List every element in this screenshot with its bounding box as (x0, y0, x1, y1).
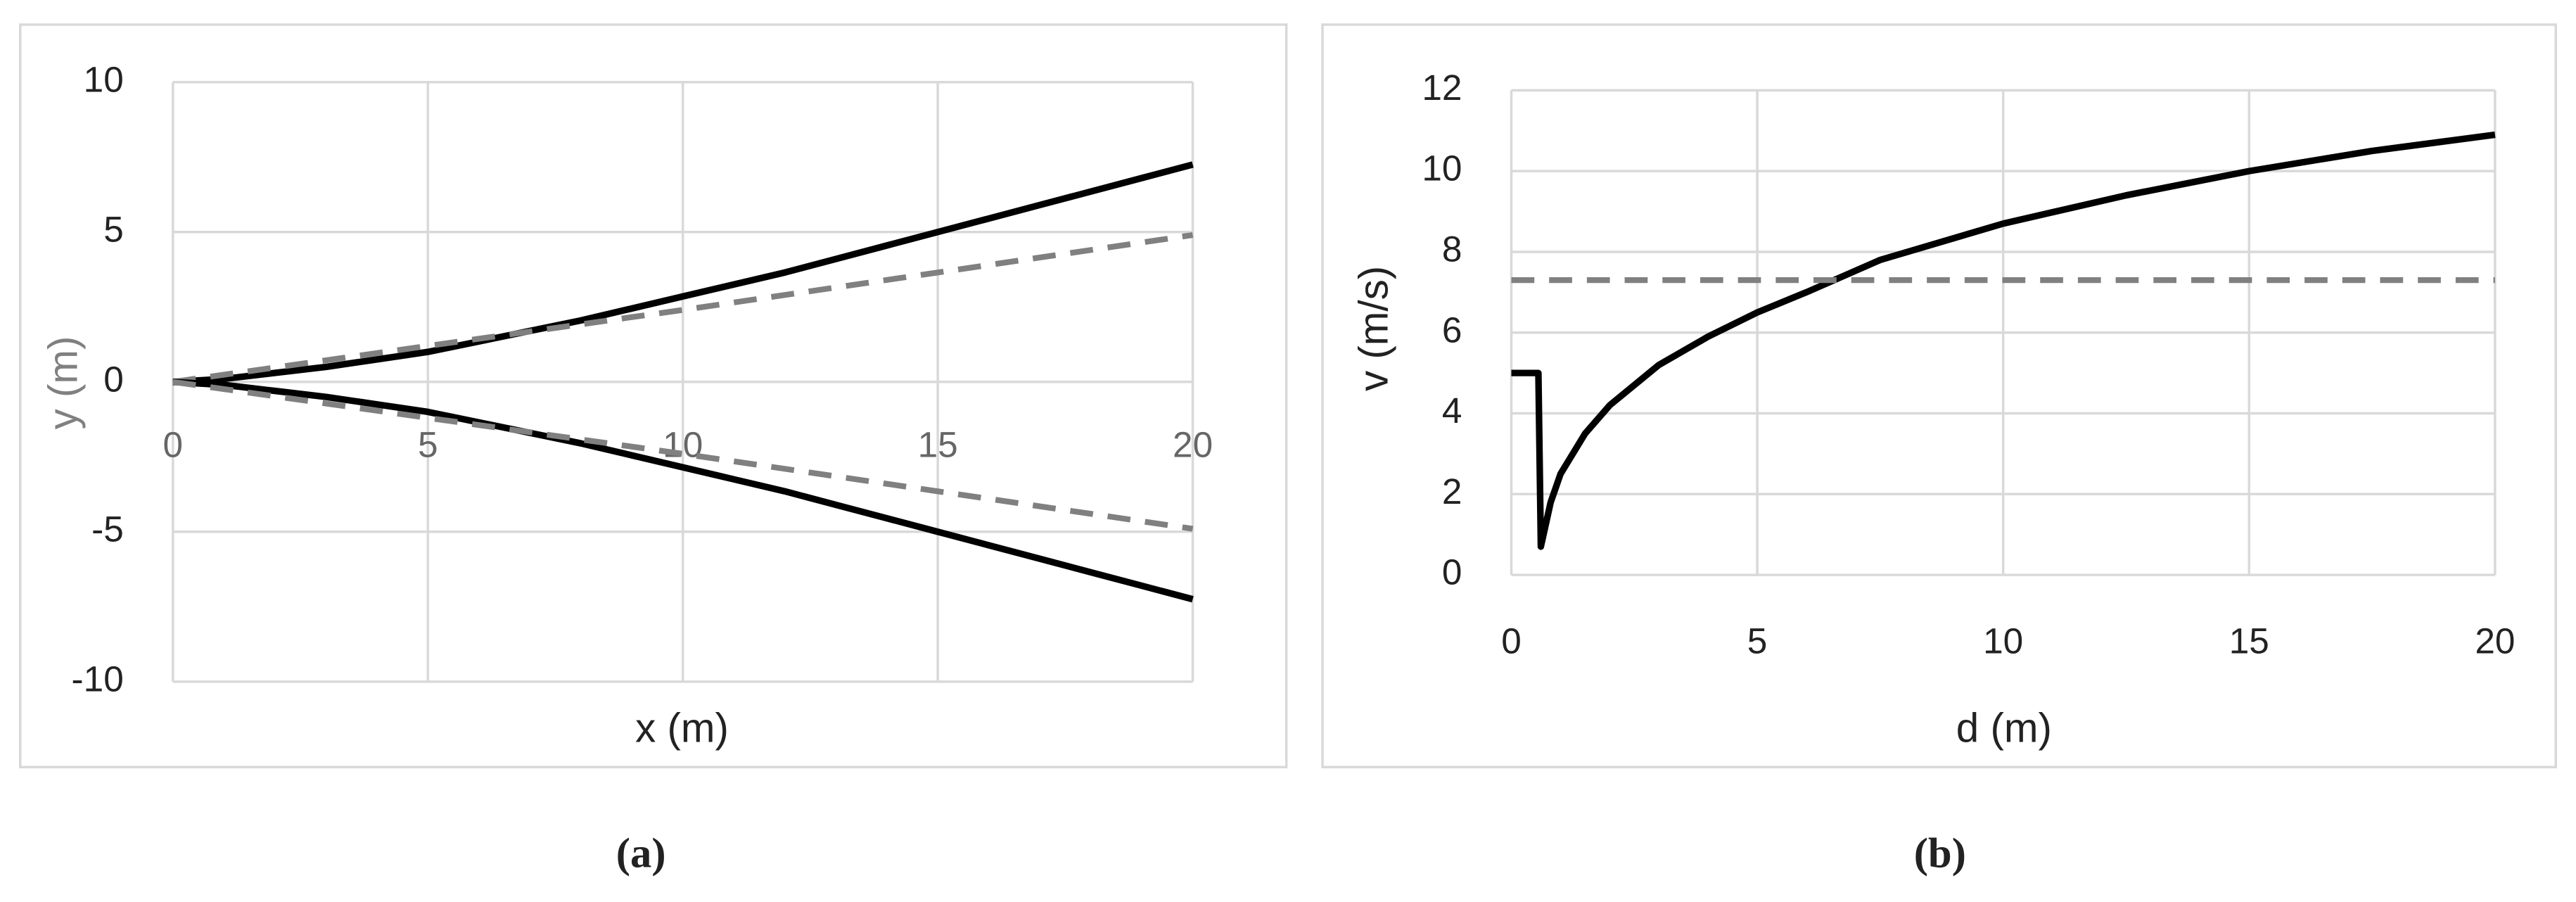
y-tick-label: -5 (91, 509, 124, 549)
x-tick-label: 0 (1501, 621, 1522, 661)
y-tick-label: 0 (1442, 552, 1462, 592)
chart-frame (1321, 23, 2558, 768)
y-tick-label: 4 (1442, 390, 1462, 431)
x-tick-label: 15 (2229, 621, 2269, 661)
x-axis-title: x (m) (635, 705, 729, 751)
x-tick-label: 10 (1983, 621, 2023, 661)
data-line (172, 231, 1194, 385)
y-tick-label: 10 (1422, 148, 1462, 189)
x-tick-label: 10 (663, 425, 703, 465)
data-line (172, 379, 1194, 603)
data-line (1511, 131, 2496, 550)
caption: (a) (616, 830, 666, 877)
data-line (172, 161, 1194, 386)
y-axis-title: y (m) (41, 336, 87, 430)
x-tick-label: 15 (918, 425, 958, 465)
chart-frame (18, 23, 1288, 768)
caption: (b) (1914, 830, 1966, 877)
y-tick-label: 2 (1442, 471, 1462, 512)
y-tick-label: 12 (1422, 68, 1462, 108)
y-tick-label: 8 (1442, 229, 1462, 269)
x-tick-label: 5 (418, 425, 438, 465)
y-tick-label: 6 (1442, 310, 1462, 350)
data-line (172, 379, 1194, 532)
x-tick-label: 0 (163, 425, 184, 465)
x-tick-label: 20 (1173, 425, 1213, 465)
y-tick-label: -10 (72, 659, 124, 699)
y-tick-label: 10 (84, 59, 124, 99)
x-tick-label: 5 (1747, 621, 1768, 661)
y-tick-label: 0 (103, 359, 124, 399)
x-tick-label: 20 (2475, 621, 2515, 661)
x-axis-title: d (m) (1956, 705, 2052, 751)
y-axis-title: v (m/s) (1351, 266, 1396, 391)
y-tick-label: 5 (103, 209, 124, 249)
